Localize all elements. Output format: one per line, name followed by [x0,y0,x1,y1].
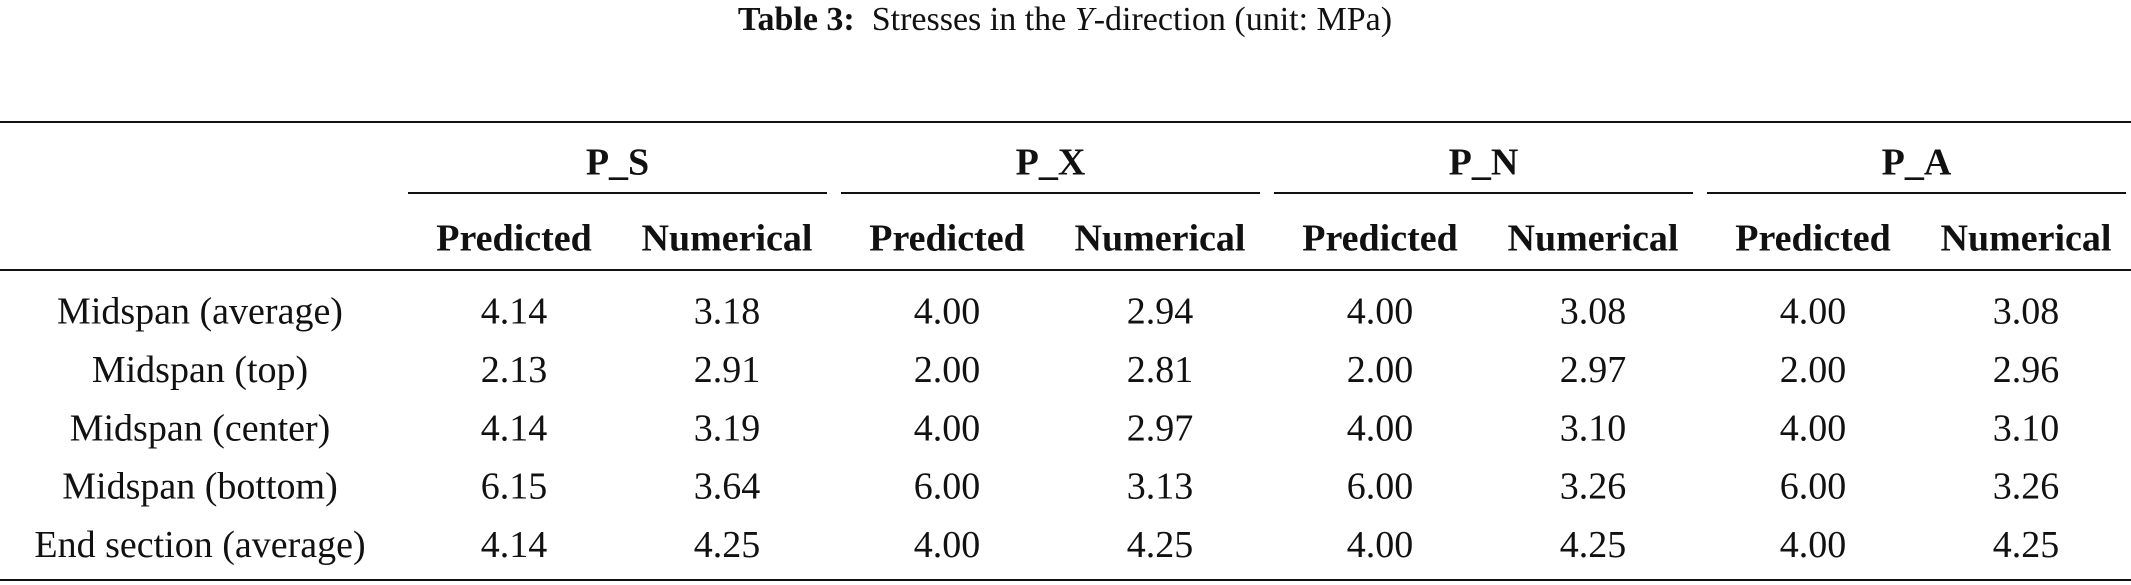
cell: 4.00 [1347,524,1414,566]
cell: 3.13 [1127,466,1194,508]
caption-space [855,1,872,38]
cell: 3.08 [1560,291,1627,333]
cell: 6.15 [481,466,548,508]
group-header: P_S [586,142,649,184]
cell: 4.00 [1347,291,1414,333]
cell: 3.18 [694,291,761,333]
caption: Table 3: Stresses in the Y-direction (un… [738,1,1392,38]
group-header: P_N [1449,142,1519,184]
cell: 4.00 [1780,291,1847,333]
caption-text: Stresses in the [872,1,1075,38]
cell: 2.97 [1127,407,1194,449]
cell: 4.00 [1780,407,1847,449]
cell: 2.00 [1780,349,1847,391]
cell: 4.25 [1560,524,1627,566]
cell: 4.14 [481,524,548,566]
cell: 4.00 [914,291,981,333]
sub-header: Numerical [642,218,813,260]
sub-header: Numerical [1941,218,2112,260]
sub-header: Predicted [869,218,1024,260]
caption-text: Y [1075,1,1097,38]
cell: 4.25 [1127,524,1194,566]
caption-label: Table 3: [738,1,855,38]
cell: 2.97 [1560,349,1627,391]
cell: 3.10 [1560,407,1627,449]
cell: 2.81 [1127,349,1194,391]
row-label: Midspan (center) [70,407,331,449]
cell: 6.00 [1347,466,1414,508]
cell: 6.00 [1780,466,1847,508]
cell: 2.00 [914,349,981,391]
row-label: Midspan (average) [57,291,343,333]
cell: 4.14 [481,291,548,333]
group-header: P_X [1016,142,1086,184]
cell: 2.91 [694,349,761,391]
cell: 2.96 [1993,349,2060,391]
cell: 3.10 [1993,407,2060,449]
sub-header: Predicted [1735,218,1890,260]
cell: 3.08 [1993,291,2060,333]
cell: 4.00 [914,524,981,566]
row-label: Midspan (top) [92,349,308,391]
sub-header: Numerical [1508,218,1679,260]
cell: 4.00 [1780,524,1847,566]
row-label: End section (average) [34,524,365,566]
sub-header: Numerical [1075,218,1246,260]
cell: 4.25 [1993,524,2060,566]
caption-text: -direction (unit: MPa) [1094,1,1392,38]
group-header: P_A [1882,142,1952,184]
cell: 3.26 [1560,466,1627,508]
cell: 2.94 [1127,291,1194,333]
cell: 6.00 [914,466,981,508]
cell: 2.13 [481,349,548,391]
cell: 3.19 [694,407,761,449]
cell: 2.00 [1347,349,1414,391]
cell: 4.25 [694,524,761,566]
cell: 3.64 [694,466,761,508]
row-label: Midspan (bottom) [62,466,337,508]
cell: 4.00 [1347,407,1414,449]
cell: 4.14 [481,407,548,449]
cell: 3.26 [1993,466,2060,508]
sub-header: Predicted [436,218,591,260]
sub-header: Predicted [1302,218,1457,260]
cell: 4.00 [914,407,981,449]
